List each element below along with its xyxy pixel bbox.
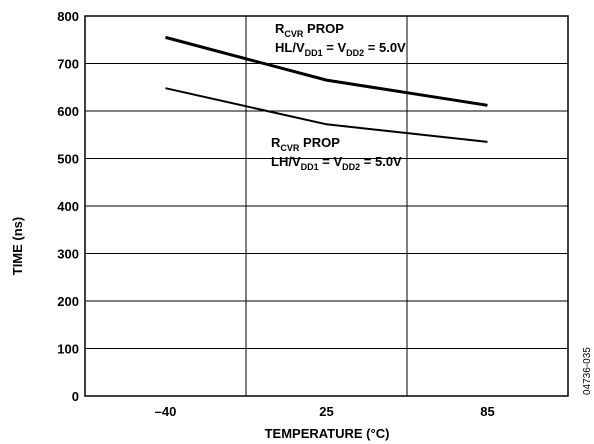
annotation-hl: RCVR PROP HL/VDD1 = VDD2 = 5.0V (275, 21, 406, 58)
plot-frame (84, 15, 569, 397)
y-tick-labels: 0 100 200 300 400 500 600 700 800 (57, 9, 79, 404)
figure-code: 04736-035 (582, 347, 593, 395)
x-tick-labels: –40 25 85 (155, 404, 495, 419)
y-tick-label: 300 (57, 247, 79, 262)
series-line-0 (165, 35, 488, 107)
y-tick-label: 0 (72, 389, 79, 404)
annotation-lh-line2: LH/VDD1 = VDD2 = 5.0V (271, 154, 402, 172)
x-axis-label: TEMPERATURE (°C) (265, 426, 390, 441)
annotation-hl-line2: HL/VDD1 = VDD2 = 5.0V (275, 40, 406, 58)
grid (85, 15, 568, 397)
y-axis-label: TIME (ns) (10, 217, 25, 276)
y-tick-label: 800 (57, 9, 79, 24)
series-lines (165, 35, 488, 143)
x-tick-label: –40 (155, 404, 177, 419)
y-tick-label: 200 (57, 294, 79, 309)
y-tick-label: 600 (57, 104, 79, 119)
y-tick-label: 700 (57, 57, 79, 72)
annotation-lh: RCVR PROP LH/VDD1 = VDD2 = 5.0V (271, 135, 402, 172)
annotation-hl-line1: RCVR PROP (275, 21, 344, 39)
x-tick-label: 25 (319, 404, 333, 419)
x-tick-label: 85 (480, 404, 494, 419)
series-line-1 (165, 87, 488, 143)
annotation-lh-line1: RCVR PROP (271, 135, 340, 153)
y-tick-label: 100 (57, 342, 79, 357)
y-tick-label: 400 (57, 199, 79, 214)
y-tick-label: 500 (57, 152, 79, 167)
